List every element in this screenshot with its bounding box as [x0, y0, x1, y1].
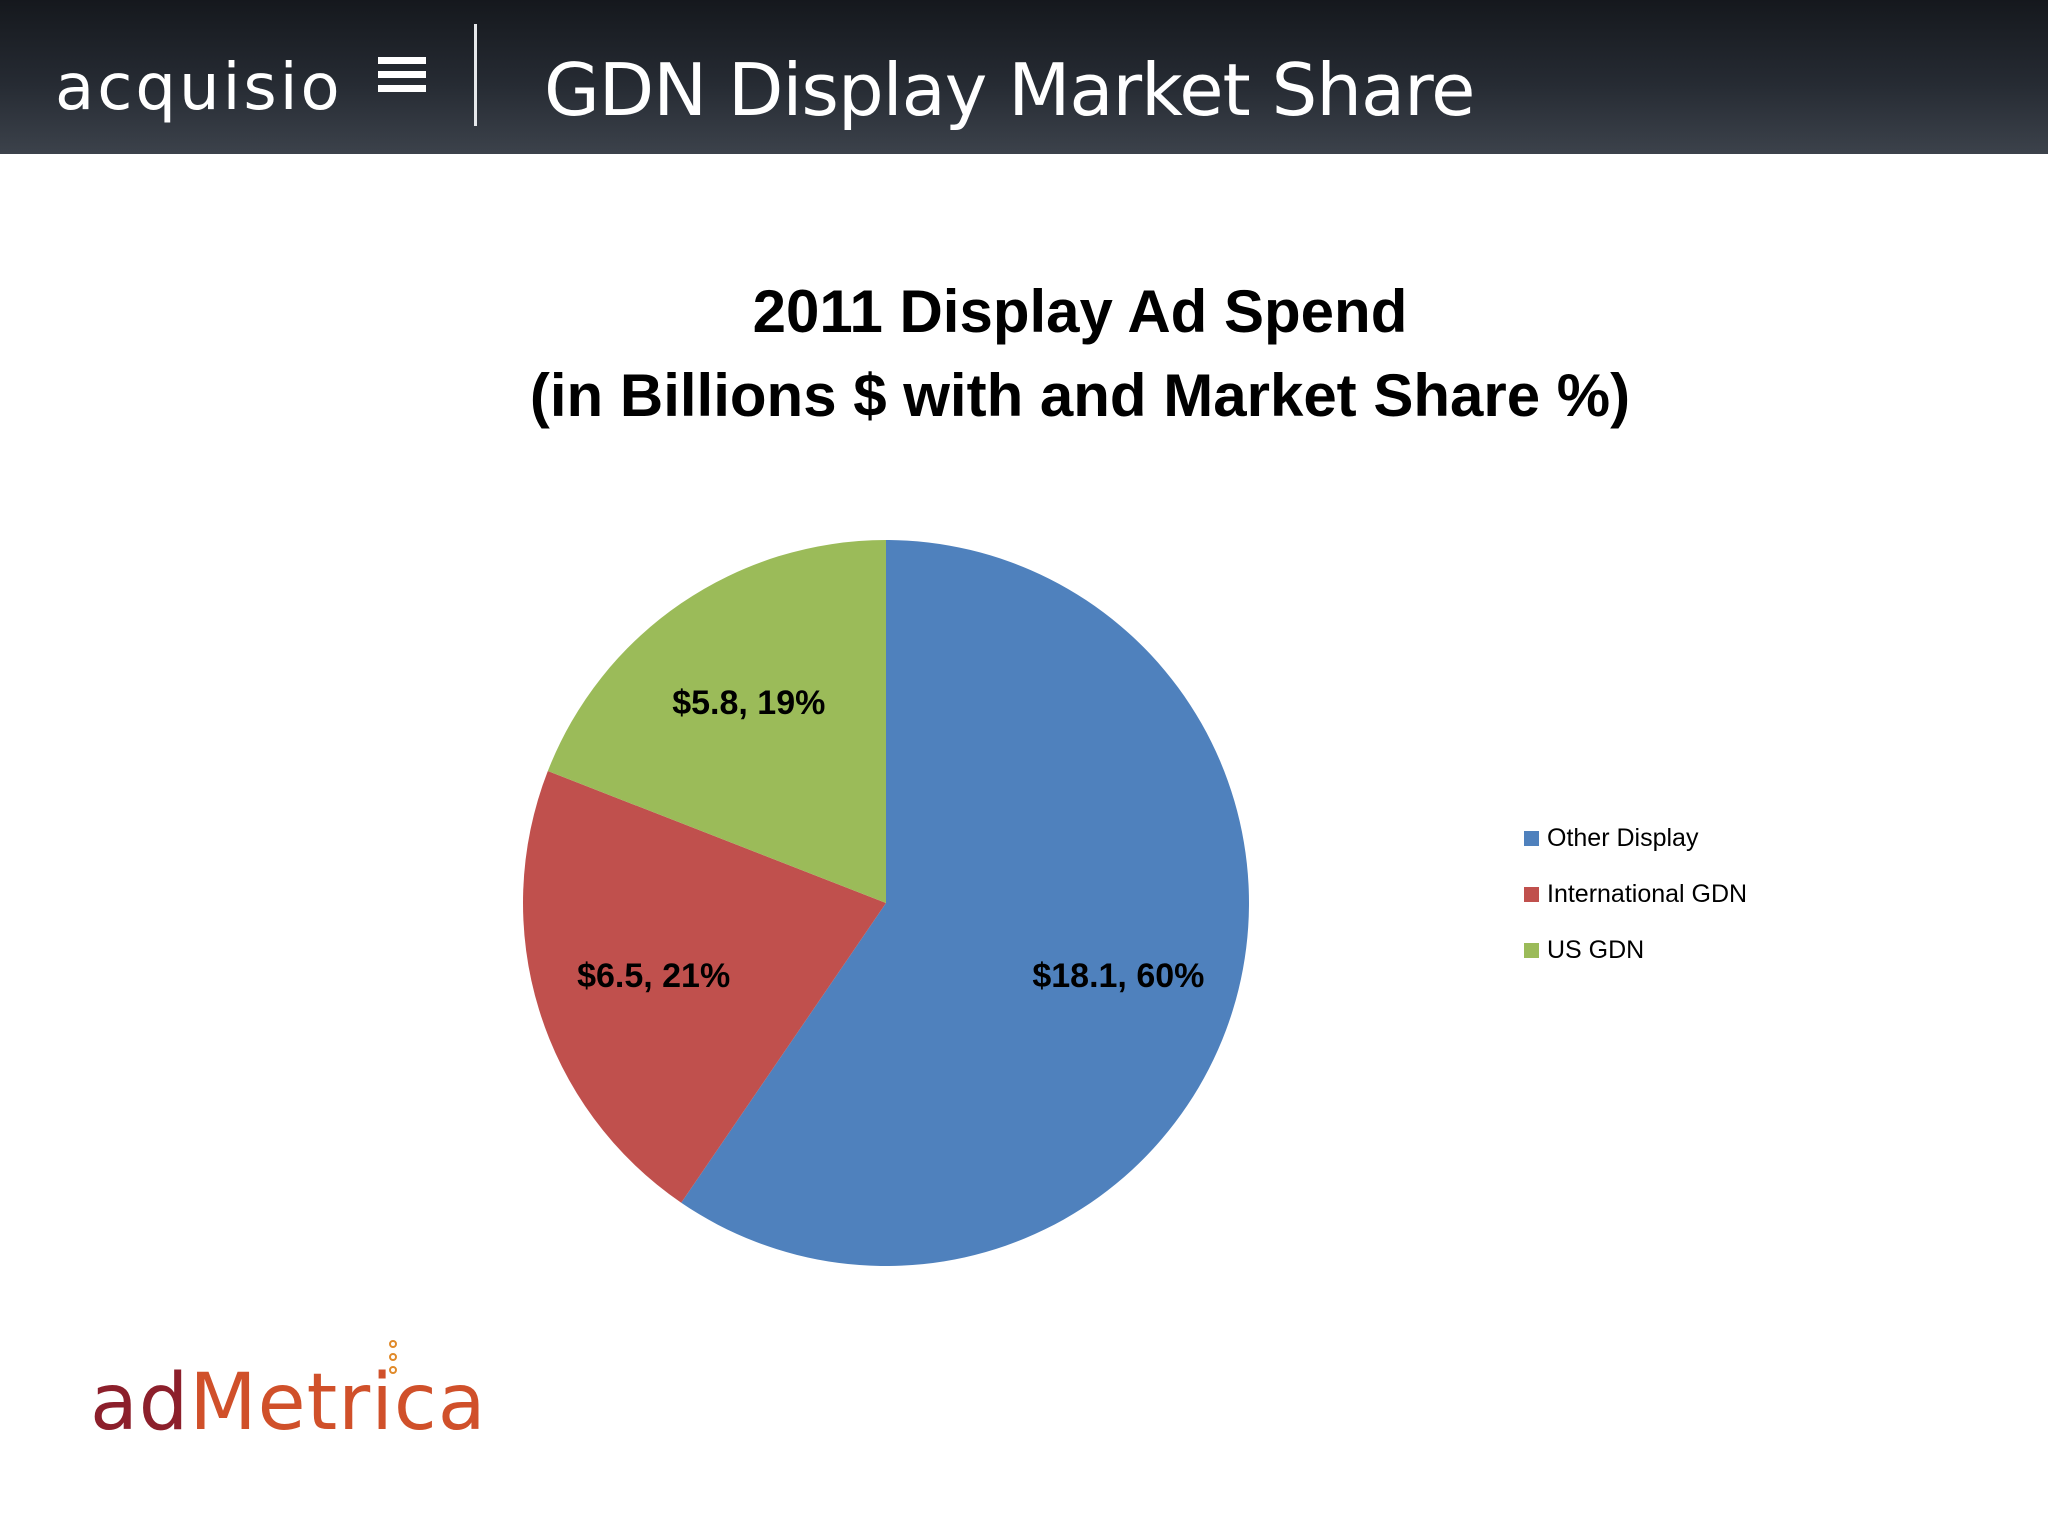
chart-legend: Other Display International GDN US GDN: [1524, 810, 1747, 978]
header-divider: [474, 24, 477, 126]
legend-swatch: [1524, 886, 1539, 902]
pie-data-label: $18.1, 60%: [1032, 957, 1204, 995]
slide-title: GDN Display Market Share: [544, 48, 1475, 132]
admetrica-logo: adMetrica: [90, 1340, 510, 1450]
chart-title-line-1: 2011 Display Ad Spend: [752, 278, 1408, 345]
pie-data-label: $6.5, 21%: [577, 957, 730, 995]
logo-text-ad: ad: [90, 1358, 190, 1448]
legend-label: Other Display: [1547, 823, 1699, 852]
legend-label: US GDN: [1547, 935, 1645, 964]
pie-slice-international-gdn: [523, 771, 886, 1203]
legend-label: International GDN: [1547, 879, 1748, 908]
acquisio-logo: acquisio: [55, 51, 343, 125]
logo-dots-icon: [386, 1340, 400, 1388]
legend-swatch: [1524, 942, 1539, 958]
pie-slice-us-gdn: [547, 540, 886, 903]
legend-item: US GDN: [1524, 922, 1747, 978]
pie-slice-other-display: [681, 540, 1249, 1266]
slide-header: acquisio GDN Display Market Share: [0, 0, 2048, 154]
legend-swatch: [1524, 830, 1539, 846]
pie-data-label: $5.8, 19%: [672, 684, 825, 722]
chart-title: 2011 Display Ad Spend (in Billions $ wit…: [400, 270, 1760, 438]
legend-item: Other Display: [1524, 810, 1747, 866]
chart-title-line-2: (in Billions $ with and Market Share %): [529, 362, 1631, 429]
hamburger-icon: [378, 57, 426, 93]
logo-text-metrica: Metrica: [189, 1358, 487, 1448]
legend-item: International GDN: [1524, 866, 1747, 922]
